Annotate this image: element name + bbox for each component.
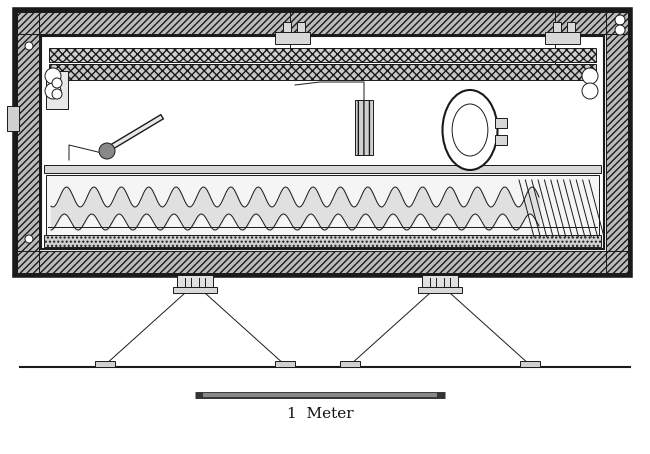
Bar (567, 22, 575, 32)
Circle shape (45, 83, 61, 99)
Bar (17, 12, 628, 34)
Bar (606, 251, 628, 273)
Bar (275, 32, 310, 44)
Circle shape (615, 15, 625, 25)
Circle shape (582, 68, 598, 84)
Bar (44, 235, 601, 247)
Bar (17, 251, 628, 273)
Circle shape (45, 68, 61, 84)
Bar (545, 32, 580, 44)
Text: 1  Meter: 1 Meter (287, 407, 354, 421)
Bar (553, 22, 561, 32)
Bar (17, 251, 39, 273)
Bar (49, 48, 596, 62)
Circle shape (25, 42, 33, 50)
Ellipse shape (452, 104, 488, 156)
Bar (49, 64, 596, 80)
Bar (297, 22, 305, 32)
Ellipse shape (443, 90, 497, 170)
Bar (495, 135, 507, 145)
Bar (340, 361, 360, 367)
Bar (418, 287, 462, 293)
Bar (495, 118, 507, 128)
Circle shape (582, 83, 598, 99)
Bar (275, 361, 295, 367)
Bar (44, 165, 601, 173)
Bar (520, 361, 540, 367)
Bar (606, 12, 628, 34)
Bar (15, 10, 630, 275)
Bar (95, 361, 115, 367)
Circle shape (52, 89, 62, 99)
Bar (46, 175, 599, 245)
Bar (173, 287, 217, 293)
Circle shape (25, 235, 33, 243)
Bar (41, 36, 604, 249)
Bar (177, 275, 213, 287)
Bar (7, 106, 19, 131)
Bar (17, 34, 39, 251)
Bar (283, 22, 291, 32)
Bar (355, 100, 373, 155)
Circle shape (615, 25, 625, 35)
Circle shape (52, 78, 62, 88)
Bar (46, 71, 68, 109)
Bar (17, 12, 39, 34)
Bar (606, 34, 628, 251)
Bar (422, 275, 458, 287)
Circle shape (99, 143, 115, 159)
